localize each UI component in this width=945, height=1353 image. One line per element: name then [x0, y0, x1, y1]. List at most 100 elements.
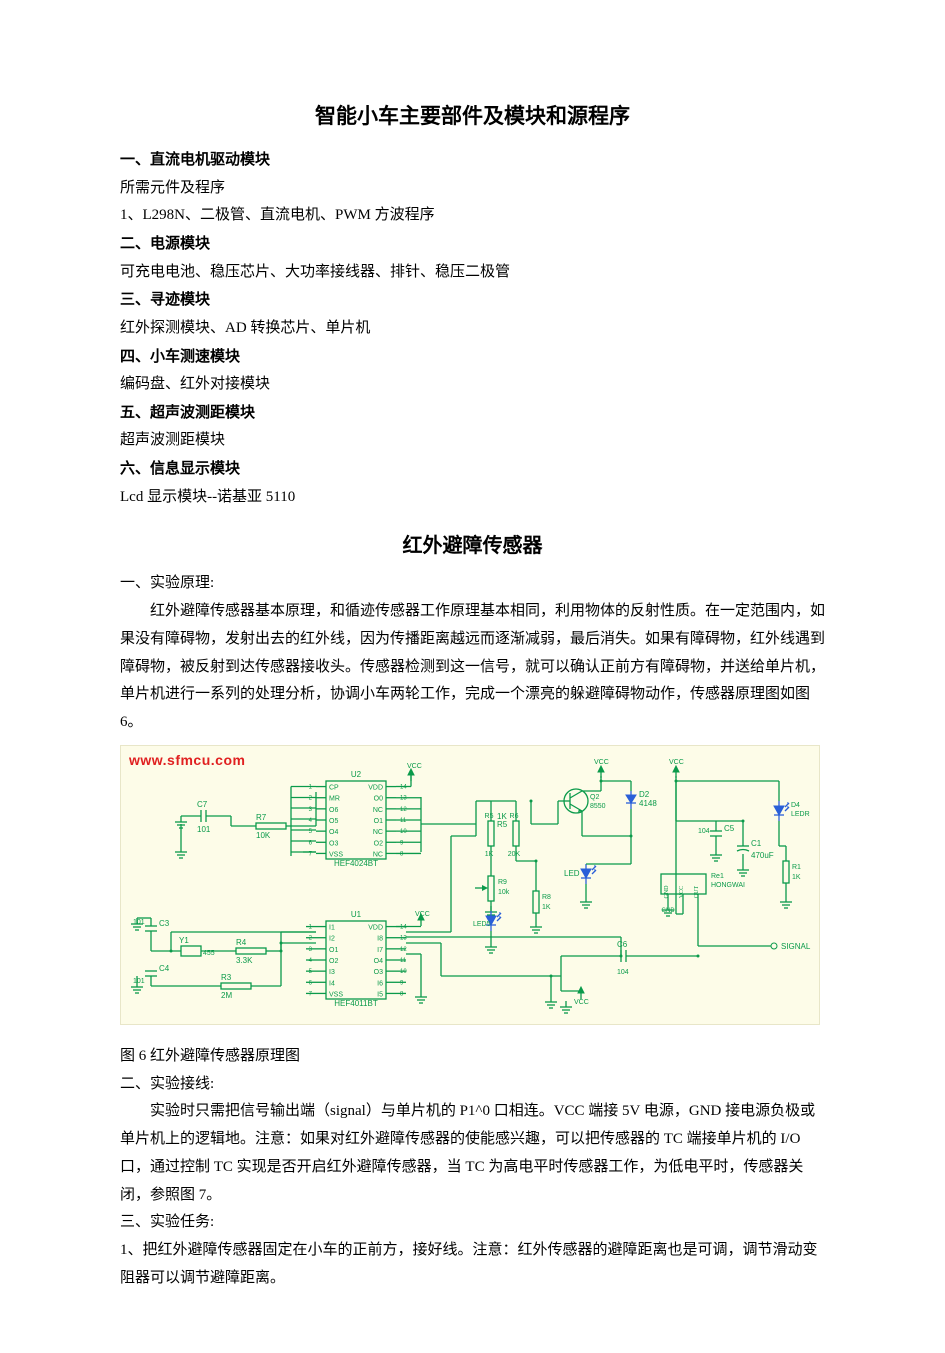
- svg-text:NC: NC: [373, 829, 383, 836]
- svg-text:CP: CP: [329, 784, 339, 791]
- svg-text:104: 104: [617, 969, 629, 976]
- section-line: 编码盘、红外对接模块: [120, 371, 825, 399]
- svg-text:C3: C3: [159, 919, 170, 928]
- section2-p3: 1、把红外避障传感器固定在小车的正前方，接好线。注意：红外传感器的避障距离也是可…: [120, 1237, 825, 1293]
- svg-text:14: 14: [400, 784, 407, 790]
- svg-text:2: 2: [309, 795, 313, 801]
- circuit-diagram: www.sfmcu.com U2HEF4024BTCP1MR2O63O54O45…: [120, 745, 820, 1025]
- section-line: 所需元件及程序: [120, 175, 825, 203]
- svg-text:10: 10: [400, 969, 407, 975]
- section-line: 可充电电池、稳压芯片、大功率接线器、排针、稳压二极管: [120, 259, 825, 287]
- svg-text:VCC: VCC: [669, 759, 684, 766]
- section-heading: 四、小车测速模块: [120, 343, 825, 372]
- svg-text:O2: O2: [374, 840, 383, 847]
- svg-text:I4: I4: [329, 980, 335, 987]
- svg-text:I2: I2: [329, 935, 335, 942]
- svg-text:O3: O3: [329, 840, 338, 847]
- svg-text:8550: 8550: [590, 803, 606, 810]
- svg-text:12: 12: [400, 947, 407, 953]
- svg-text:C6: C6: [617, 940, 628, 949]
- module-sections: 一、直流电机驱动模块所需元件及程序1、L298N、二极管、直流电机、PWM 方波…: [120, 146, 825, 511]
- svg-text:O1: O1: [329, 947, 338, 954]
- svg-text:VCC: VCC: [407, 763, 422, 770]
- svg-text:1: 1: [309, 924, 313, 930]
- svg-text:VCC: VCC: [415, 911, 430, 918]
- svg-text:470uF: 470uF: [751, 851, 774, 860]
- svg-text:D2: D2: [639, 790, 650, 799]
- svg-text:1K: 1K: [485, 851, 494, 858]
- svg-text:VCC: VCC: [594, 759, 609, 766]
- svg-text:6: 6: [309, 980, 313, 986]
- svg-text:R4: R4: [236, 938, 247, 947]
- svg-text:4148: 4148: [639, 799, 657, 808]
- section-line: 1、L298N、二极管、直流电机、PWM 方波程序: [120, 202, 825, 230]
- svg-text:C1: C1: [751, 839, 762, 848]
- svg-text:R6: R6: [510, 813, 519, 820]
- svg-text:OUT: OUT: [694, 885, 700, 898]
- svg-text:2M: 2M: [221, 991, 232, 1000]
- svg-text:R9: R9: [498, 879, 507, 886]
- svg-text:Q2: Q2: [590, 794, 599, 801]
- svg-text:9: 9: [400, 980, 404, 986]
- svg-text:C4: C4: [159, 964, 170, 973]
- svg-text:D4: D4: [791, 802, 800, 809]
- section-heading: 一、直流电机驱动模块: [120, 146, 825, 175]
- svg-text:C5: C5: [724, 824, 735, 833]
- svg-text:O4: O4: [329, 829, 338, 836]
- svg-text:4: 4: [309, 958, 313, 964]
- section-line: 超声波测距模块: [120, 427, 825, 455]
- svg-text:MR: MR: [329, 795, 340, 802]
- svg-text:LEDR: LEDR: [791, 811, 810, 818]
- svg-text:R5: R5: [485, 813, 494, 820]
- svg-text:104: 104: [698, 828, 710, 835]
- svg-text:O6: O6: [329, 807, 338, 814]
- svg-text:9: 9: [400, 840, 404, 846]
- svg-text:101: 101: [133, 919, 145, 926]
- svg-text:101: 101: [133, 978, 145, 985]
- svg-text:8: 8: [400, 851, 404, 857]
- svg-text:I7: I7: [377, 947, 383, 954]
- svg-text:U1: U1: [351, 910, 362, 919]
- svg-text:1K: 1K: [542, 904, 551, 911]
- svg-text:20K: 20K: [508, 851, 521, 858]
- svg-text:12: 12: [400, 807, 407, 813]
- section-heading: 六、信息显示模块: [120, 455, 825, 484]
- svg-text:3.3K: 3.3K: [236, 956, 253, 965]
- svg-text:1K: 1K: [792, 874, 801, 881]
- svg-text:R1: R1: [792, 864, 801, 871]
- circuit-svg: U2HEF4024BTCP1MR2O63O54O45O36VSS7VDD14O0…: [121, 746, 821, 1026]
- svg-text:13: 13: [400, 795, 407, 801]
- svg-text:R7: R7: [256, 813, 267, 822]
- svg-text:O0: O0: [374, 795, 383, 802]
- page-title: 智能小车主要部件及模块和源程序: [120, 100, 825, 130]
- svg-text:NC: NC: [373, 851, 383, 858]
- svg-text:VDD: VDD: [368, 784, 383, 791]
- svg-text:O1: O1: [374, 818, 383, 825]
- svg-text:R8: R8: [542, 894, 551, 901]
- svg-text:Re1: Re1: [711, 873, 724, 880]
- svg-text:5: 5: [309, 969, 313, 975]
- svg-text:VSS: VSS: [329, 991, 343, 998]
- svg-text:11: 11: [400, 958, 407, 964]
- svg-text:11: 11: [400, 818, 407, 824]
- svg-text:HONGWAI: HONGWAI: [711, 882, 745, 889]
- svg-text:I1: I1: [329, 924, 335, 931]
- svg-text:10: 10: [400, 829, 407, 835]
- svg-text:R5: R5: [497, 820, 508, 829]
- svg-text:C7: C7: [197, 800, 208, 809]
- svg-text:HEF4024BT: HEF4024BT: [334, 859, 378, 868]
- svg-text:VCC: VCC: [679, 886, 685, 898]
- svg-text:NC: NC: [373, 807, 383, 814]
- figure-caption: 图 6 红外避障传感器原理图: [120, 1043, 825, 1071]
- section2-h1: 一、实验原理:: [120, 570, 825, 598]
- section2-h3: 三、实验任务:: [120, 1209, 825, 1237]
- svg-text:7: 7: [309, 991, 313, 997]
- svg-text:10K: 10K: [256, 831, 271, 840]
- svg-text:GND: GND: [664, 885, 670, 899]
- svg-text:14: 14: [400, 924, 407, 930]
- svg-text:2: 2: [309, 935, 313, 941]
- svg-text:LED5: LED5: [473, 921, 491, 928]
- svg-text:8: 8: [400, 991, 404, 997]
- section-heading: 二、电源模块: [120, 230, 825, 259]
- svg-text:Y1: Y1: [179, 936, 189, 945]
